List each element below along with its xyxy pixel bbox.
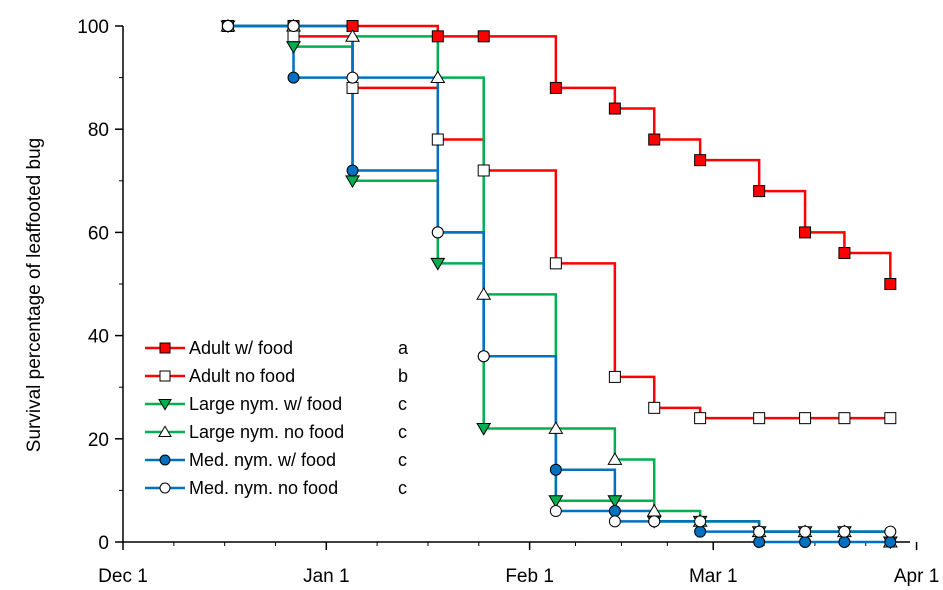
legend-significance-letter: a xyxy=(398,338,409,358)
legend-significance-letter: c xyxy=(398,422,407,442)
data-point xyxy=(431,133,444,146)
data-point xyxy=(287,30,300,43)
y-axis-title: Survival percentage of leaffooted bug xyxy=(24,138,45,452)
y-tick-label: 20 xyxy=(88,430,109,451)
data-point xyxy=(884,278,897,290)
legend-item: Large nym. no food c xyxy=(145,422,407,442)
legend-significance-letter: c xyxy=(398,450,407,470)
data-point xyxy=(648,401,661,414)
legend-label: Adult no food xyxy=(189,366,295,386)
y-tick-label: 0 xyxy=(98,533,109,554)
y-tick-label: 60 xyxy=(88,223,109,244)
x-tick-label: Apr 1 xyxy=(894,566,939,587)
data-point xyxy=(799,525,812,538)
legend-label: Large nym. no food xyxy=(189,422,344,442)
x-tick-label: Feb 1 xyxy=(505,566,554,587)
data-point xyxy=(287,20,300,32)
data-point xyxy=(799,226,812,239)
data-point xyxy=(476,287,492,300)
data-point xyxy=(838,247,851,260)
series-markers-1 xyxy=(221,20,897,425)
legend-label: Med. nym. w/ food xyxy=(189,450,336,470)
legend-marker xyxy=(158,399,172,411)
data-point xyxy=(607,495,623,508)
data-point xyxy=(753,525,766,538)
data-point xyxy=(477,30,490,43)
data-point xyxy=(287,71,300,84)
legend-marker xyxy=(159,370,171,382)
data-point xyxy=(799,412,812,425)
y-tick-label: 40 xyxy=(88,327,109,348)
series-layer xyxy=(220,18,898,550)
data-point xyxy=(346,164,359,177)
series-0 xyxy=(227,24,892,284)
legend-marker xyxy=(159,342,171,354)
data-point xyxy=(608,515,621,528)
data-point xyxy=(884,412,897,425)
data-point xyxy=(648,515,661,528)
data-point xyxy=(430,70,446,84)
legend-significance-letter: b xyxy=(398,366,408,386)
series-markers-0 xyxy=(221,20,897,290)
data-point xyxy=(608,370,621,383)
legend: Adult w/ food a Adult no food b Large nym. w… xyxy=(145,338,409,498)
x-tick-label: Dec 1 xyxy=(98,566,148,587)
data-point xyxy=(838,536,851,548)
data-point xyxy=(694,525,707,538)
data-point xyxy=(607,452,623,465)
data-point xyxy=(549,463,562,476)
legend-item: Adult w/ food a xyxy=(145,338,409,358)
data-point xyxy=(608,505,621,518)
legend-marker xyxy=(159,454,171,466)
data-point xyxy=(694,412,707,425)
data-point xyxy=(838,525,851,538)
legend-marker xyxy=(158,425,172,437)
data-point xyxy=(648,133,661,146)
legend-item: Adult no food b xyxy=(145,366,408,386)
data-point xyxy=(286,41,301,54)
legend-item: Med. nym. w/ food c xyxy=(145,450,407,470)
data-point xyxy=(430,257,446,271)
data-point xyxy=(431,30,444,43)
data-point xyxy=(476,423,492,436)
data-point xyxy=(884,536,897,548)
data-point xyxy=(548,495,564,508)
data-point xyxy=(753,412,766,425)
data-point xyxy=(431,226,444,239)
y-tick-label: 80 xyxy=(88,120,109,141)
data-point xyxy=(694,154,707,167)
data-point xyxy=(346,81,359,94)
legend-item: Large nym. w/ food c xyxy=(145,394,407,414)
legend-label: Large nym. w/ food xyxy=(189,394,342,414)
x-tick-label: Mar 1 xyxy=(689,566,738,587)
legend-label: Med. nym. no food xyxy=(189,478,338,498)
data-point xyxy=(549,257,562,270)
series-markers-5 xyxy=(221,20,897,538)
data-point xyxy=(345,29,361,42)
data-point xyxy=(753,185,766,198)
data-point xyxy=(221,20,234,32)
data-point xyxy=(346,71,359,84)
data-point xyxy=(549,81,562,94)
data-point xyxy=(884,525,897,538)
legend-marker xyxy=(159,482,171,494)
legend-item: Med. nym. no food c xyxy=(145,478,407,498)
data-point xyxy=(477,164,490,177)
y-tick-label: 100 xyxy=(77,17,109,38)
legend-label: Adult w/ food xyxy=(189,338,293,358)
data-point xyxy=(838,412,851,425)
data-point xyxy=(799,536,812,548)
series-line xyxy=(227,24,892,284)
data-point xyxy=(694,515,707,528)
axes: 0 20 40 60 80 100 Dec 1 Jan 1 Feb 1 Mar 1 Apr 1 xyxy=(77,17,939,587)
x-tick-label: Jan 1 xyxy=(303,566,349,587)
data-point xyxy=(548,421,564,434)
data-point xyxy=(477,350,490,363)
data-point xyxy=(753,536,766,548)
legend-significance-letter: c xyxy=(398,478,407,498)
data-point xyxy=(608,102,621,115)
legend-significance-letter: c xyxy=(398,394,407,414)
data-point xyxy=(549,505,562,518)
